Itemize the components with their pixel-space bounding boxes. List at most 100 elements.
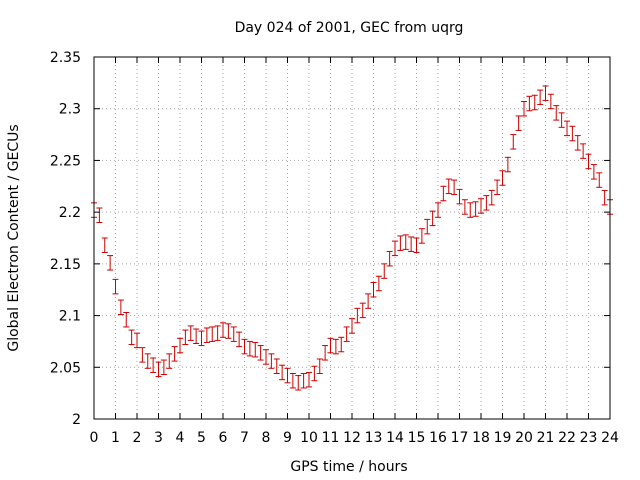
- data-point: [150, 357, 157, 373]
- data-point: [451, 179, 458, 196]
- data-point: [273, 358, 280, 374]
- data-point: [499, 170, 506, 186]
- data-point: [580, 143, 587, 159]
- data-point: [478, 198, 484, 214]
- plot-frame: [93, 56, 611, 420]
- x-tick-label: 5: [197, 430, 206, 446]
- data-point: [365, 293, 372, 309]
- data-point: [429, 210, 436, 227]
- y-tick-label: 2: [72, 412, 81, 428]
- data-point: [144, 353, 151, 369]
- y-tick-label: 2.2: [59, 205, 81, 221]
- data-point: [311, 365, 318, 382]
- x-tick-label: 12: [343, 430, 361, 446]
- data-point: [279, 364, 286, 381]
- data-point: [601, 189, 608, 206]
- chart-title: Day 024 of 2001, GEC from uqrg: [235, 20, 464, 36]
- data-point: [220, 322, 226, 338]
- data-point: [553, 105, 560, 121]
- data-point: [564, 120, 570, 137]
- data-point: [488, 189, 495, 206]
- data-point: [203, 327, 210, 343]
- data-point: [182, 329, 189, 346]
- data-point: [246, 340, 253, 357]
- data-point: [230, 326, 237, 342]
- data-point: [300, 372, 307, 389]
- y-tick-label: 2.05: [50, 360, 81, 376]
- x-tick-label: 10: [300, 430, 318, 446]
- y-tick-label: 2.15: [50, 257, 81, 273]
- data-point: [338, 336, 345, 353]
- y-tick-label: 2.25: [50, 153, 81, 169]
- axis-ticks: [93, 56, 611, 420]
- data-point: [306, 371, 312, 388]
- data-point: [585, 153, 592, 170]
- x-axis-label: GPS time / hours: [290, 459, 407, 475]
- data-point: [445, 178, 452, 195]
- data-point: [327, 337, 334, 354]
- data-point: [139, 347, 146, 363]
- data-point: [289, 372, 296, 389]
- data-point: [370, 281, 377, 298]
- data-point: [408, 236, 415, 252]
- data-point: [392, 240, 398, 257]
- data-point: [193, 328, 200, 344]
- data-point: [397, 235, 404, 251]
- data-point: [440, 185, 447, 202]
- data-point: [343, 326, 350, 342]
- y-axis-label: Global Electron Content / GECUs: [6, 124, 22, 351]
- data-point: [386, 250, 393, 267]
- x-tick-label: 20: [515, 430, 533, 446]
- x-tick-label: 17: [451, 430, 469, 446]
- data-point: [252, 341, 259, 358]
- grid: [94, 57, 610, 419]
- data-point: [128, 329, 135, 346]
- x-tick-label: 15: [408, 430, 426, 446]
- data-point: [418, 228, 425, 244]
- data-point: [515, 115, 522, 131]
- data-point: [542, 85, 549, 101]
- data-point: [117, 299, 124, 316]
- x-tick-label: 0: [90, 430, 99, 446]
- data-point: [558, 112, 565, 128]
- data-point: [354, 307, 361, 324]
- x-tick-label: 22: [558, 430, 576, 446]
- data-point: [257, 345, 264, 361]
- x-tick-label: 23: [580, 430, 598, 446]
- data-point: [359, 302, 366, 319]
- data-point: [467, 202, 474, 218]
- data-point: [134, 332, 140, 349]
- data-point: [435, 202, 441, 218]
- data-point: [483, 195, 490, 211]
- data-point: [574, 135, 581, 151]
- data-point: [375, 275, 382, 292]
- x-tick-label: 8: [262, 430, 271, 446]
- x-tick-label: 1: [111, 430, 120, 446]
- x-tick-label: 13: [365, 430, 383, 446]
- data-point: [112, 278, 119, 295]
- data-point: [413, 237, 420, 253]
- data-point: [155, 361, 162, 378]
- data-point: [332, 338, 339, 355]
- data-point: [171, 346, 178, 362]
- data-point: [241, 338, 248, 355]
- x-tick-label: 6: [219, 430, 228, 446]
- data-point: [531, 94, 538, 111]
- data-point: [209, 326, 216, 342]
- data-point: [96, 207, 103, 223]
- data-point: [263, 349, 269, 365]
- x-tick-label: 18: [472, 430, 490, 446]
- data-point: [284, 367, 291, 384]
- data-point: [316, 358, 323, 374]
- data-point: [236, 331, 243, 348]
- data-point: [537, 89, 544, 106]
- data-point: [521, 100, 527, 117]
- data-point: [596, 172, 603, 188]
- data-point: [166, 353, 173, 369]
- y-tick-labels: 2 2.05 2.1 2.15 2.2 2.25 2.3 2.35: [50, 50, 81, 428]
- x-tick-label: 21: [537, 430, 555, 446]
- x-tick-label: 9: [283, 430, 292, 446]
- data-point: [590, 164, 597, 180]
- x-tick-label: 3: [154, 430, 163, 446]
